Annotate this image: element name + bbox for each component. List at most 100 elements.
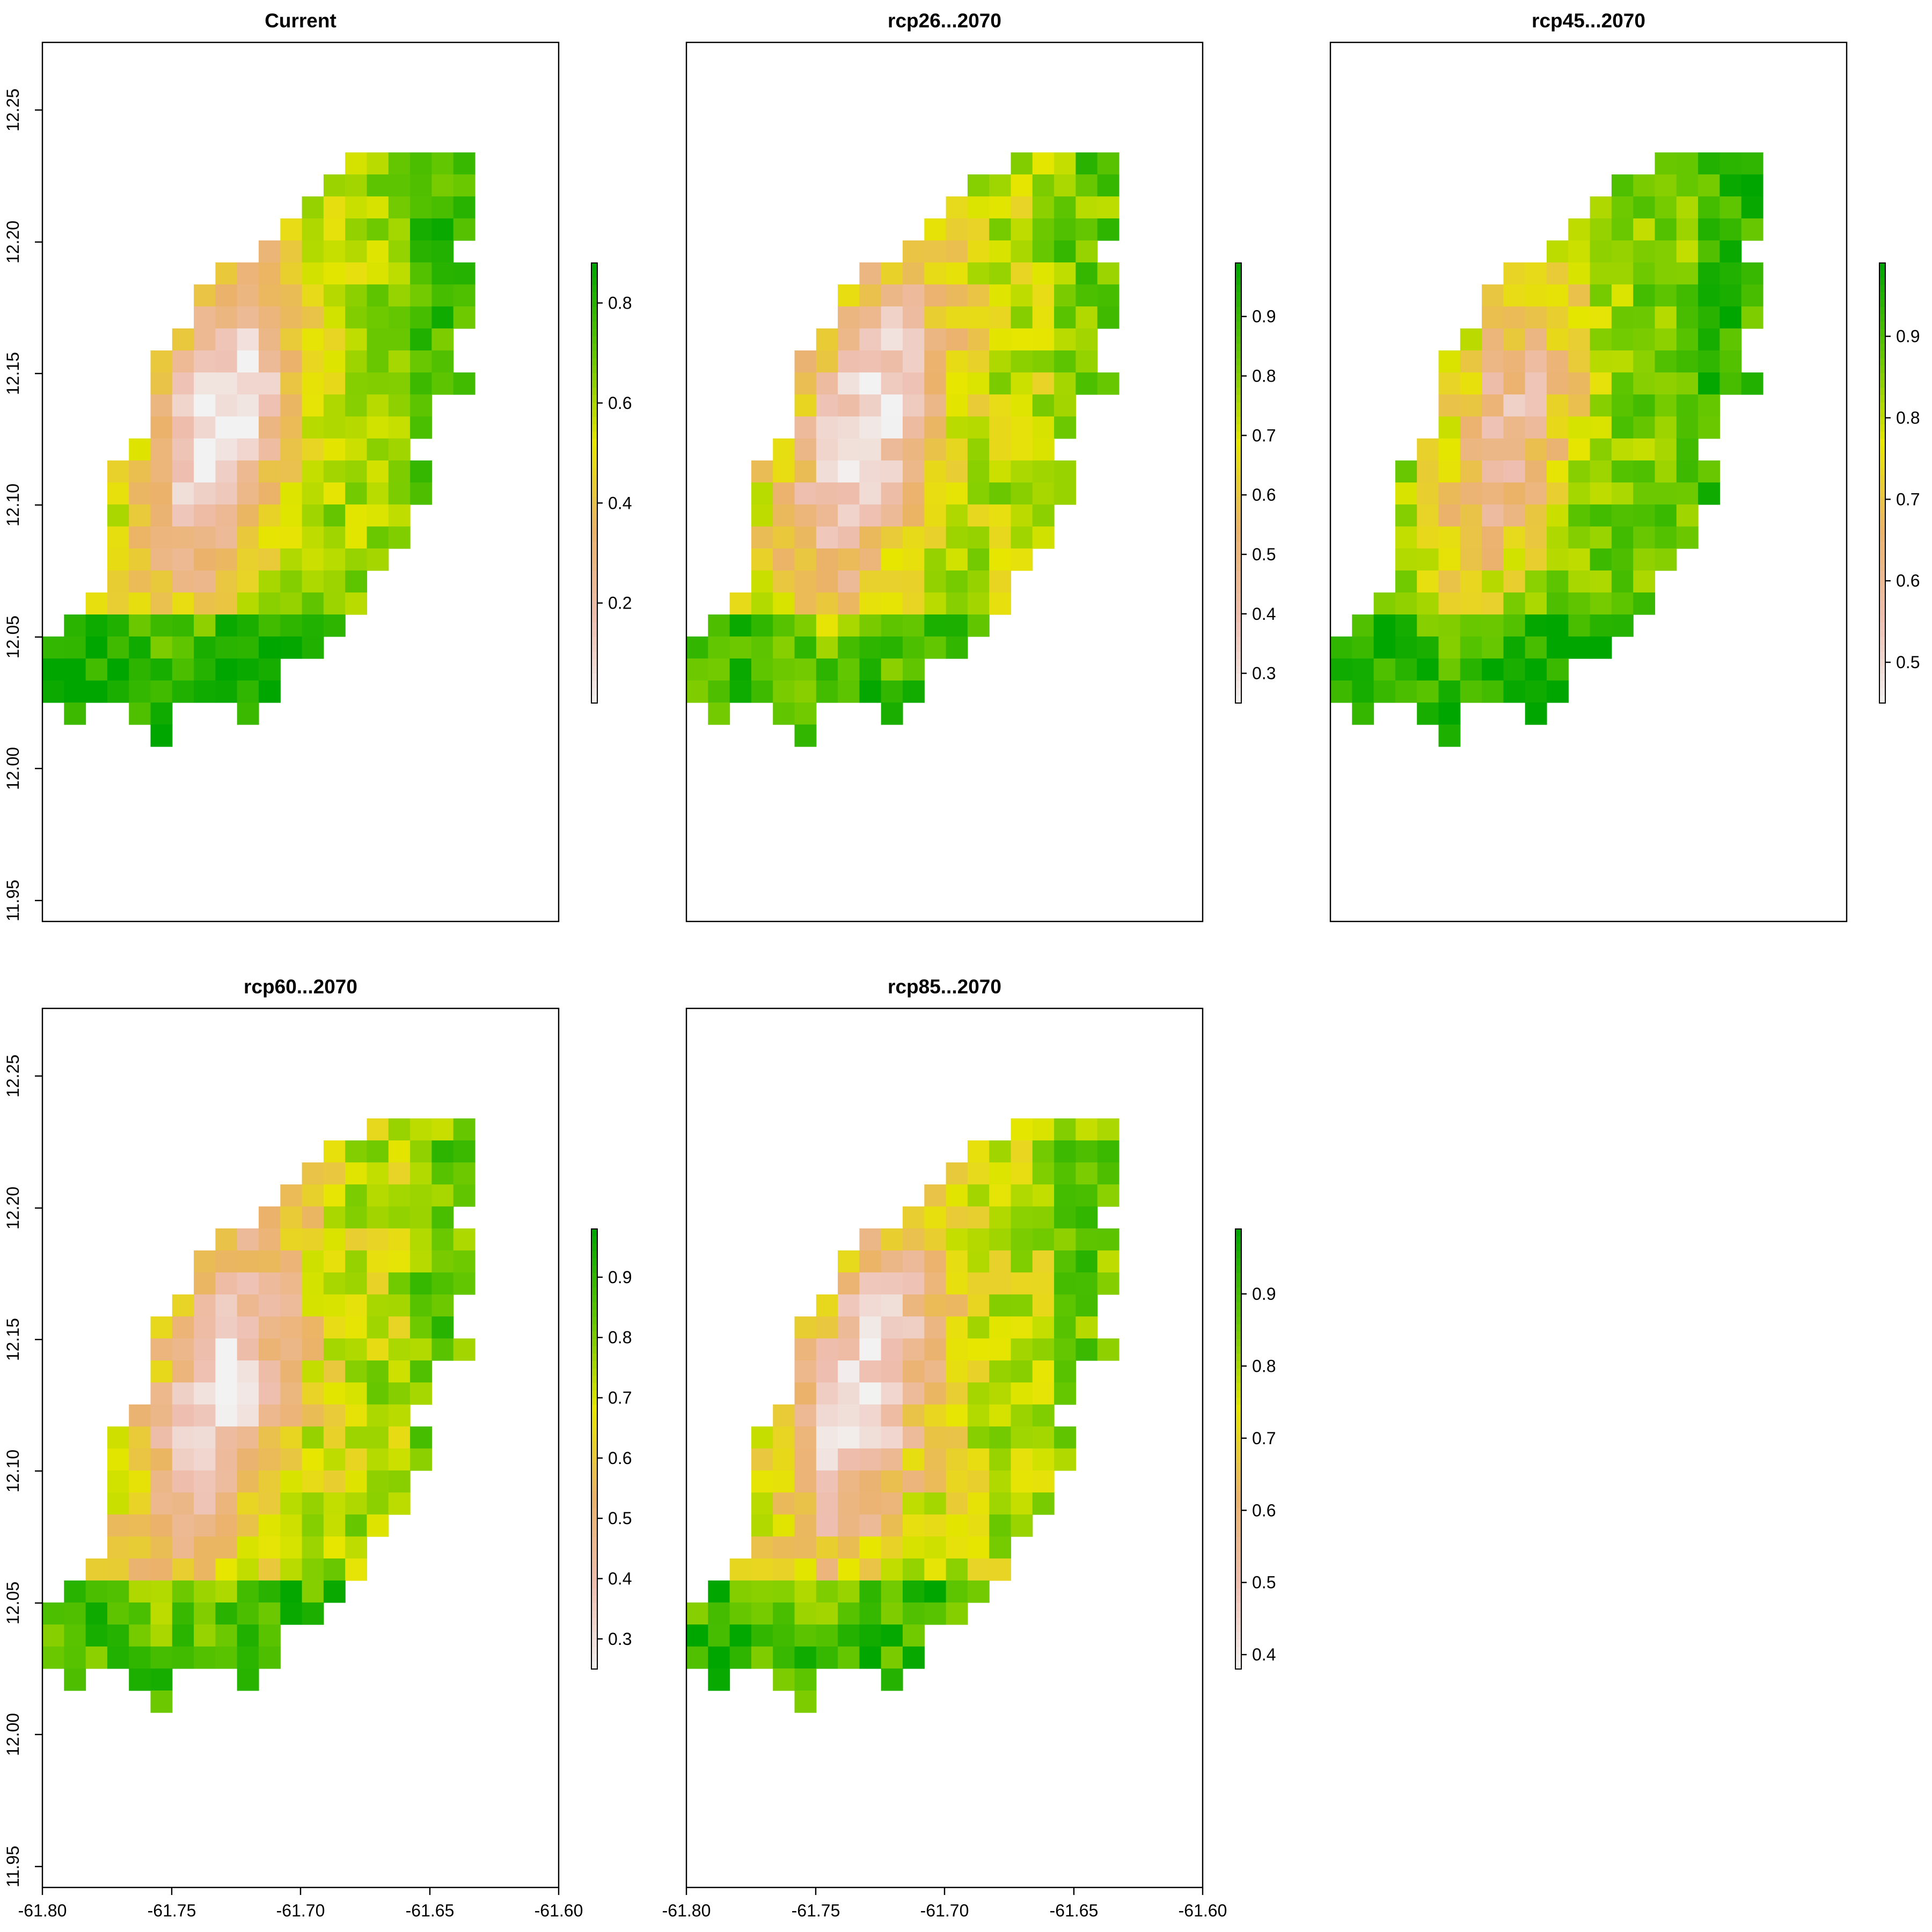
raster-cell	[967, 416, 990, 439]
raster-cell	[280, 1514, 303, 1537]
raster-cell	[1054, 240, 1076, 263]
raster-cell	[1676, 152, 1699, 175]
raster-cell	[1719, 196, 1742, 219]
raster-cell	[1676, 438, 1699, 461]
raster-cell	[859, 1338, 882, 1361]
raster-cell	[172, 394, 194, 417]
legend-swatch	[1235, 402, 1241, 411]
raster-cell	[345, 372, 368, 395]
raster-cell	[903, 460, 925, 483]
raster-cells	[686, 1118, 1119, 1713]
raster-cell	[924, 1492, 947, 1515]
raster-cell	[838, 636, 860, 659]
legend-swatch	[1235, 1654, 1241, 1663]
raster-cell	[107, 636, 129, 659]
legend-swatch	[591, 329, 597, 337]
legend-tick-label: 0.4	[608, 1569, 632, 1589]
raster-cell	[1676, 394, 1699, 417]
legend-swatch	[1879, 461, 1885, 469]
raster-cell	[794, 614, 817, 637]
legend-swatch	[1235, 1331, 1241, 1340]
raster-cell	[302, 482, 324, 505]
raster-cell	[1482, 438, 1504, 461]
raster-cell	[150, 526, 173, 549]
raster-cell	[1097, 1228, 1119, 1251]
raster-cell	[64, 680, 86, 703]
raster-cell	[1719, 262, 1742, 285]
legend-swatch	[1235, 1324, 1241, 1333]
raster-cell	[1698, 306, 1720, 329]
raster-cell	[1590, 262, 1612, 285]
raster-cell	[150, 724, 173, 747]
raster-cell	[194, 504, 216, 527]
legend-swatch	[1879, 358, 1885, 367]
raster-cell	[323, 1162, 346, 1185]
raster-cell	[1719, 372, 1742, 395]
raster-cell	[881, 460, 903, 483]
legend-swatch	[591, 1383, 597, 1391]
raster-cell	[1590, 284, 1612, 307]
raster-cell	[215, 1250, 238, 1273]
legend-swatch	[591, 1236, 597, 1245]
raster-cell	[302, 196, 324, 219]
raster-cell	[838, 526, 860, 549]
raster-cell	[751, 526, 773, 549]
raster-cell	[345, 1426, 368, 1449]
raster-cell	[1741, 306, 1763, 329]
legend-swatch	[1235, 615, 1241, 623]
legend-swatch	[1235, 461, 1241, 469]
raster-cell	[816, 658, 838, 681]
raster-cell	[1075, 1162, 1098, 1185]
raster-cell	[323, 174, 346, 197]
raster-cell	[751, 1646, 773, 1669]
legend-swatch	[591, 263, 597, 271]
raster-cell	[64, 614, 86, 637]
raster-cell	[237, 460, 259, 483]
raster-cell	[967, 1426, 990, 1449]
raster-cell	[946, 1492, 968, 1515]
raster-cell	[194, 1470, 216, 1493]
raster-cell	[302, 240, 324, 263]
raster-cell	[1590, 636, 1612, 659]
raster-cell	[107, 1448, 129, 1471]
raster-cell	[773, 1602, 795, 1625]
raster-cell	[1054, 372, 1076, 395]
raster-cell	[323, 548, 346, 571]
raster-cell	[367, 1162, 389, 1185]
raster-cell	[1032, 1448, 1055, 1471]
raster-cell	[259, 1470, 281, 1493]
raster-cell	[794, 548, 817, 571]
legend-swatch	[1235, 468, 1241, 477]
raster-cell	[85, 1580, 108, 1603]
raster-cell	[323, 1184, 346, 1207]
raster-cell	[903, 1536, 925, 1559]
raster-cell	[453, 174, 475, 197]
raster-cell	[1590, 196, 1612, 219]
legend-swatch	[1235, 1662, 1241, 1670]
legend-swatch	[591, 1552, 597, 1560]
raster-cell	[85, 636, 108, 659]
raster-cell	[367, 1228, 389, 1251]
raster-cell	[215, 592, 238, 615]
raster-cell	[150, 1316, 173, 1339]
raster-cell	[989, 218, 1012, 241]
raster-cell	[388, 504, 411, 527]
raster-cell	[946, 350, 968, 373]
raster-cell	[172, 1426, 194, 1449]
legend-swatch	[591, 666, 597, 675]
legend-swatch	[1235, 1383, 1241, 1391]
raster-cell	[237, 1404, 259, 1427]
raster-cell	[237, 262, 259, 285]
legend-swatch	[1235, 519, 1241, 528]
raster-cell	[410, 350, 432, 373]
raster-cell	[773, 482, 795, 505]
raster-cell	[751, 1536, 773, 1559]
legend-swatch	[591, 351, 597, 359]
raster-cell	[280, 636, 303, 659]
raster-cell	[859, 1514, 882, 1537]
raster-cell	[215, 1536, 238, 1559]
y-tick-label: 12.00	[3, 1713, 23, 1756]
raster-cell	[903, 1338, 925, 1361]
raster-cell	[215, 1338, 238, 1361]
raster-cell	[85, 1646, 108, 1669]
